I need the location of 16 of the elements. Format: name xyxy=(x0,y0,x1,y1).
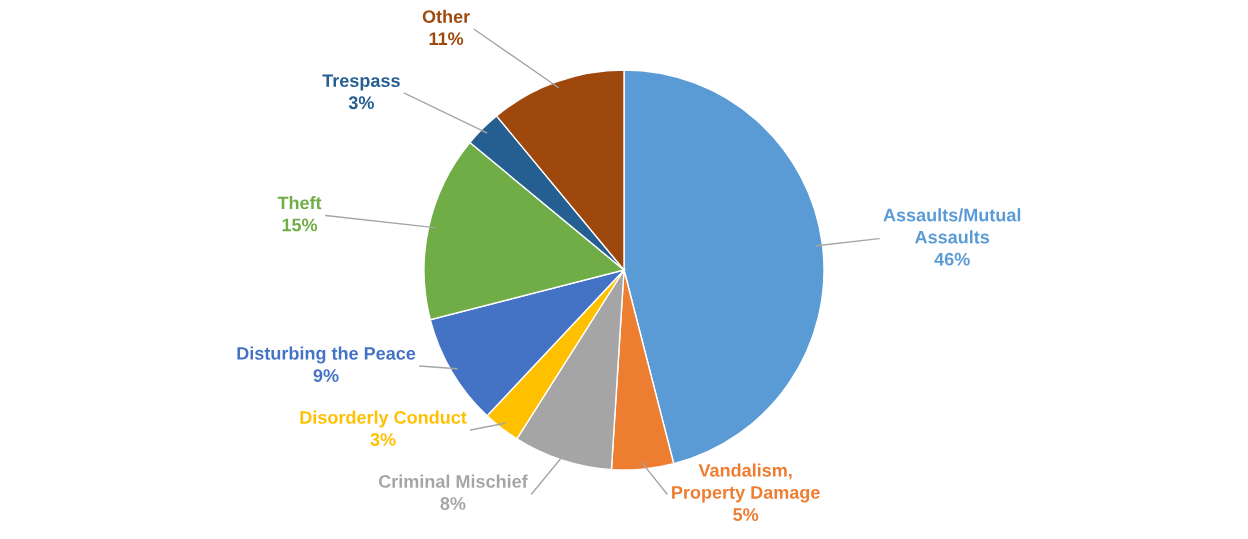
data-label: 5% xyxy=(733,508,759,521)
data-label: 3% xyxy=(348,96,374,110)
data-label: 9% xyxy=(313,369,339,382)
data-label: 11% xyxy=(429,32,464,46)
slice-label: Disturbing the Peace xyxy=(237,346,416,364)
slice-label: Assaults/Mutual Assaults xyxy=(883,208,1021,244)
data-label: 15% xyxy=(282,218,318,232)
slice-label: Theft xyxy=(277,196,322,210)
slice-label: Trespass xyxy=(322,74,400,91)
slice-label: Other xyxy=(422,9,470,24)
data-label: 46% xyxy=(934,252,970,266)
data-label: 3% xyxy=(370,433,396,446)
slice-label: Criminal Mischief xyxy=(378,474,528,488)
data-label: 8% xyxy=(440,497,466,510)
slice-label: Disorderly Conduct xyxy=(300,410,467,428)
slice-label: Vandalism, Property Damage xyxy=(672,463,820,503)
